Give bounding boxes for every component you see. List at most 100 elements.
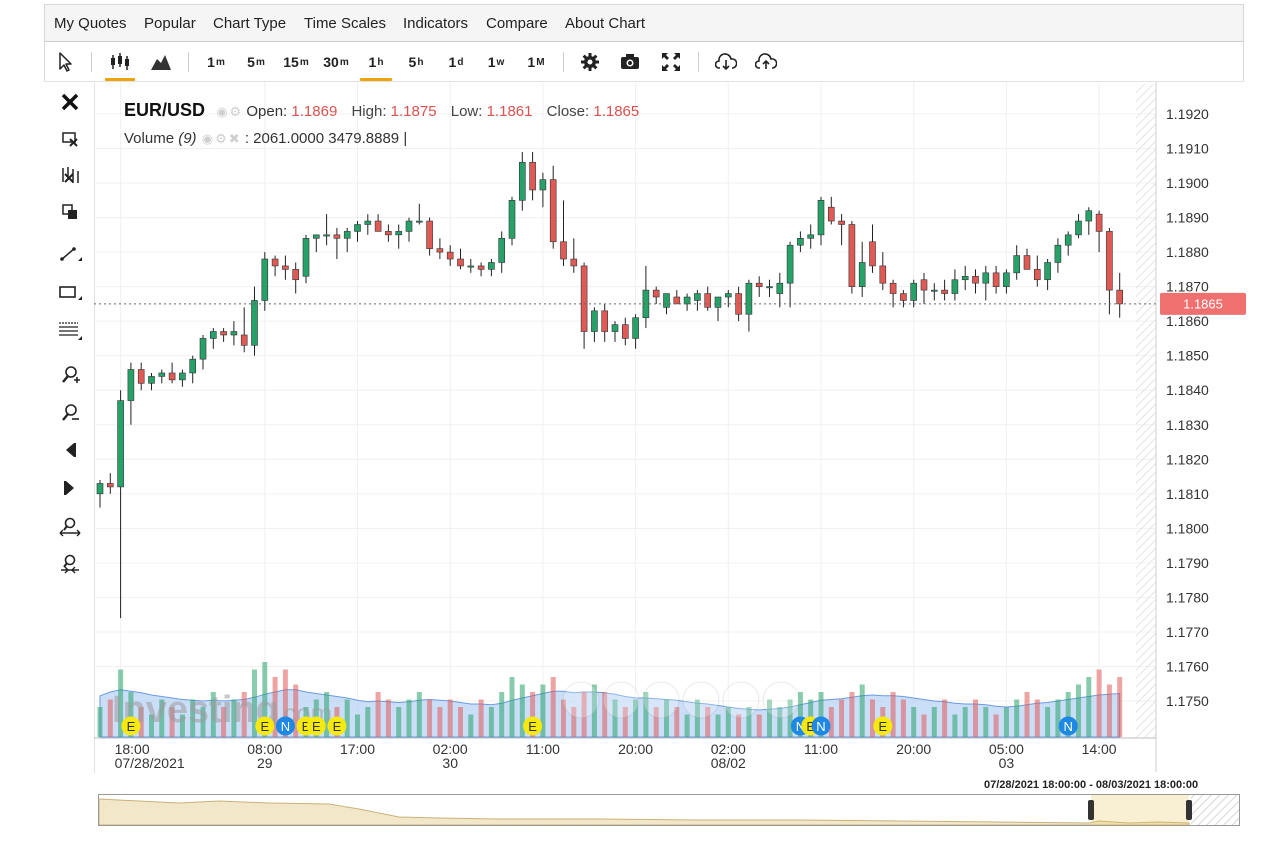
- zoom-in-icon[interactable]: [55, 361, 85, 389]
- timescale-15m[interactable]: 15 m: [283, 54, 309, 70]
- volume-bar: [375, 692, 381, 737]
- navigator-right-handle[interactable]: [1186, 800, 1192, 820]
- candle: [1054, 238, 1062, 273]
- volume-bar: [210, 692, 216, 737]
- y-tick-label: 1.1800: [1166, 520, 1209, 536]
- menu-popular[interactable]: Popular: [144, 15, 196, 32]
- menu-about-chart[interactable]: About Chart: [565, 15, 646, 32]
- candle: [807, 224, 815, 249]
- delete-drawing-icon[interactable]: [55, 125, 85, 153]
- candle: [941, 279, 948, 301]
- volume-bar: [1076, 684, 1081, 737]
- economic-event-marker[interactable]: E: [306, 716, 326, 736]
- economic-event-marker[interactable]: E: [121, 716, 141, 736]
- zoom-out-icon[interactable]: [55, 399, 85, 427]
- scroll-right-icon[interactable]: [55, 474, 85, 502]
- x-tick-label: 20:00: [618, 741, 653, 757]
- candle: [951, 269, 959, 301]
- volume-bar: [911, 707, 917, 737]
- volume-bar: [736, 714, 742, 737]
- eye-icon[interactable]: ◉: [216, 104, 228, 119]
- volume-bar: [942, 699, 948, 737]
- navigator-selection[interactable]: [1091, 795, 1189, 825]
- volume-average-value: 3479.8889: [328, 130, 400, 147]
- candle: [426, 217, 433, 256]
- volume-bar: [427, 699, 433, 737]
- gear-icon[interactable]: ⚙: [215, 131, 227, 146]
- zoom-expand-icon[interactable]: [55, 513, 85, 541]
- candlestick-chart-icon[interactable]: [103, 47, 137, 81]
- y-tick-label: 1.1770: [1166, 624, 1209, 640]
- gear-icon[interactable]: ⚙: [229, 104, 242, 119]
- volume-value: 2061.0000: [253, 130, 325, 147]
- news-event-marker[interactable]: N: [275, 716, 295, 736]
- navigator-strip[interactable]: [98, 794, 1240, 826]
- close-icon[interactable]: ✖: [228, 131, 240, 146]
- candle: [117, 390, 124, 619]
- economic-event-marker[interactable]: E: [327, 716, 347, 736]
- rectangle-icon[interactable]: [55, 279, 85, 307]
- menu-indicators[interactable]: Indicators: [403, 15, 469, 32]
- menu-my-quotes[interactable]: My Quotes: [54, 15, 127, 32]
- candle: [498, 231, 506, 273]
- candle: [663, 293, 670, 315]
- menu-compare[interactable]: Compare: [486, 15, 548, 32]
- y-tick-label: 1.1820: [1166, 451, 1209, 467]
- volume-bar: [1096, 669, 1102, 737]
- ohlc-legend: EUR/USD ◉ ⚙ Open: 1.1869 High: 1.1875 Low…: [124, 100, 639, 121]
- candle: [1116, 272, 1124, 318]
- volume-bar: [777, 707, 783, 737]
- trendline-icon[interactable]: [55, 241, 85, 269]
- volume-bar: [149, 714, 154, 737]
- candle: [251, 286, 258, 356]
- cloud-download-icon[interactable]: [711, 47, 741, 77]
- candle: [189, 355, 196, 384]
- volume-bar: [561, 699, 566, 737]
- volume-bar: [767, 699, 772, 737]
- candle: [179, 369, 186, 387]
- news-event-marker[interactable]: N: [1058, 716, 1078, 736]
- candle: [518, 151, 526, 211]
- economic-event-marker[interactable]: E: [873, 716, 893, 736]
- volume-bar: [190, 699, 196, 737]
- area-chart-icon[interactable]: [147, 47, 175, 77]
- news-event-marker[interactable]: N: [811, 716, 831, 736]
- svg-text:1.1865: 1.1865: [1183, 296, 1223, 311]
- delete-indicators-icon[interactable]: [55, 161, 85, 189]
- timescale-30m[interactable]: 30 m: [323, 54, 349, 70]
- navigator-area: [99, 798, 1190, 825]
- cursor-icon[interactable]: [53, 47, 77, 77]
- cloud-upload-icon[interactable]: [751, 47, 781, 77]
- fullscreen-icon[interactable]: [656, 47, 686, 77]
- windows-icon[interactable]: [55, 198, 85, 226]
- volume-bar: [252, 669, 257, 737]
- close-icon[interactable]: [55, 88, 85, 116]
- menu-time-scales[interactable]: Time Scales: [304, 15, 386, 32]
- scroll-left-icon[interactable]: [55, 436, 85, 464]
- navigator-left-handle[interactable]: [1088, 800, 1094, 820]
- menu-chart-type[interactable]: Chart Type: [213, 15, 287, 32]
- gear-icon[interactable]: [575, 47, 605, 77]
- zoom-reset-icon[interactable]: [55, 550, 85, 578]
- svg-text:E: E: [127, 719, 136, 734]
- economic-event-marker[interactable]: E: [255, 716, 275, 736]
- fibonacci-icon[interactable]: [55, 317, 85, 345]
- y-tick-label: 1.1910: [1166, 141, 1209, 157]
- candle: [210, 328, 217, 349]
- volume-bar: [1034, 699, 1040, 737]
- eye-icon[interactable]: ◉: [201, 131, 214, 146]
- volume-bar: [231, 699, 237, 737]
- volume-bar: [715, 714, 721, 737]
- camera-icon[interactable]: [615, 47, 645, 77]
- volume-bar: [1024, 692, 1030, 737]
- economic-event-marker[interactable]: E: [523, 716, 543, 736]
- volume-bar: [221, 707, 227, 737]
